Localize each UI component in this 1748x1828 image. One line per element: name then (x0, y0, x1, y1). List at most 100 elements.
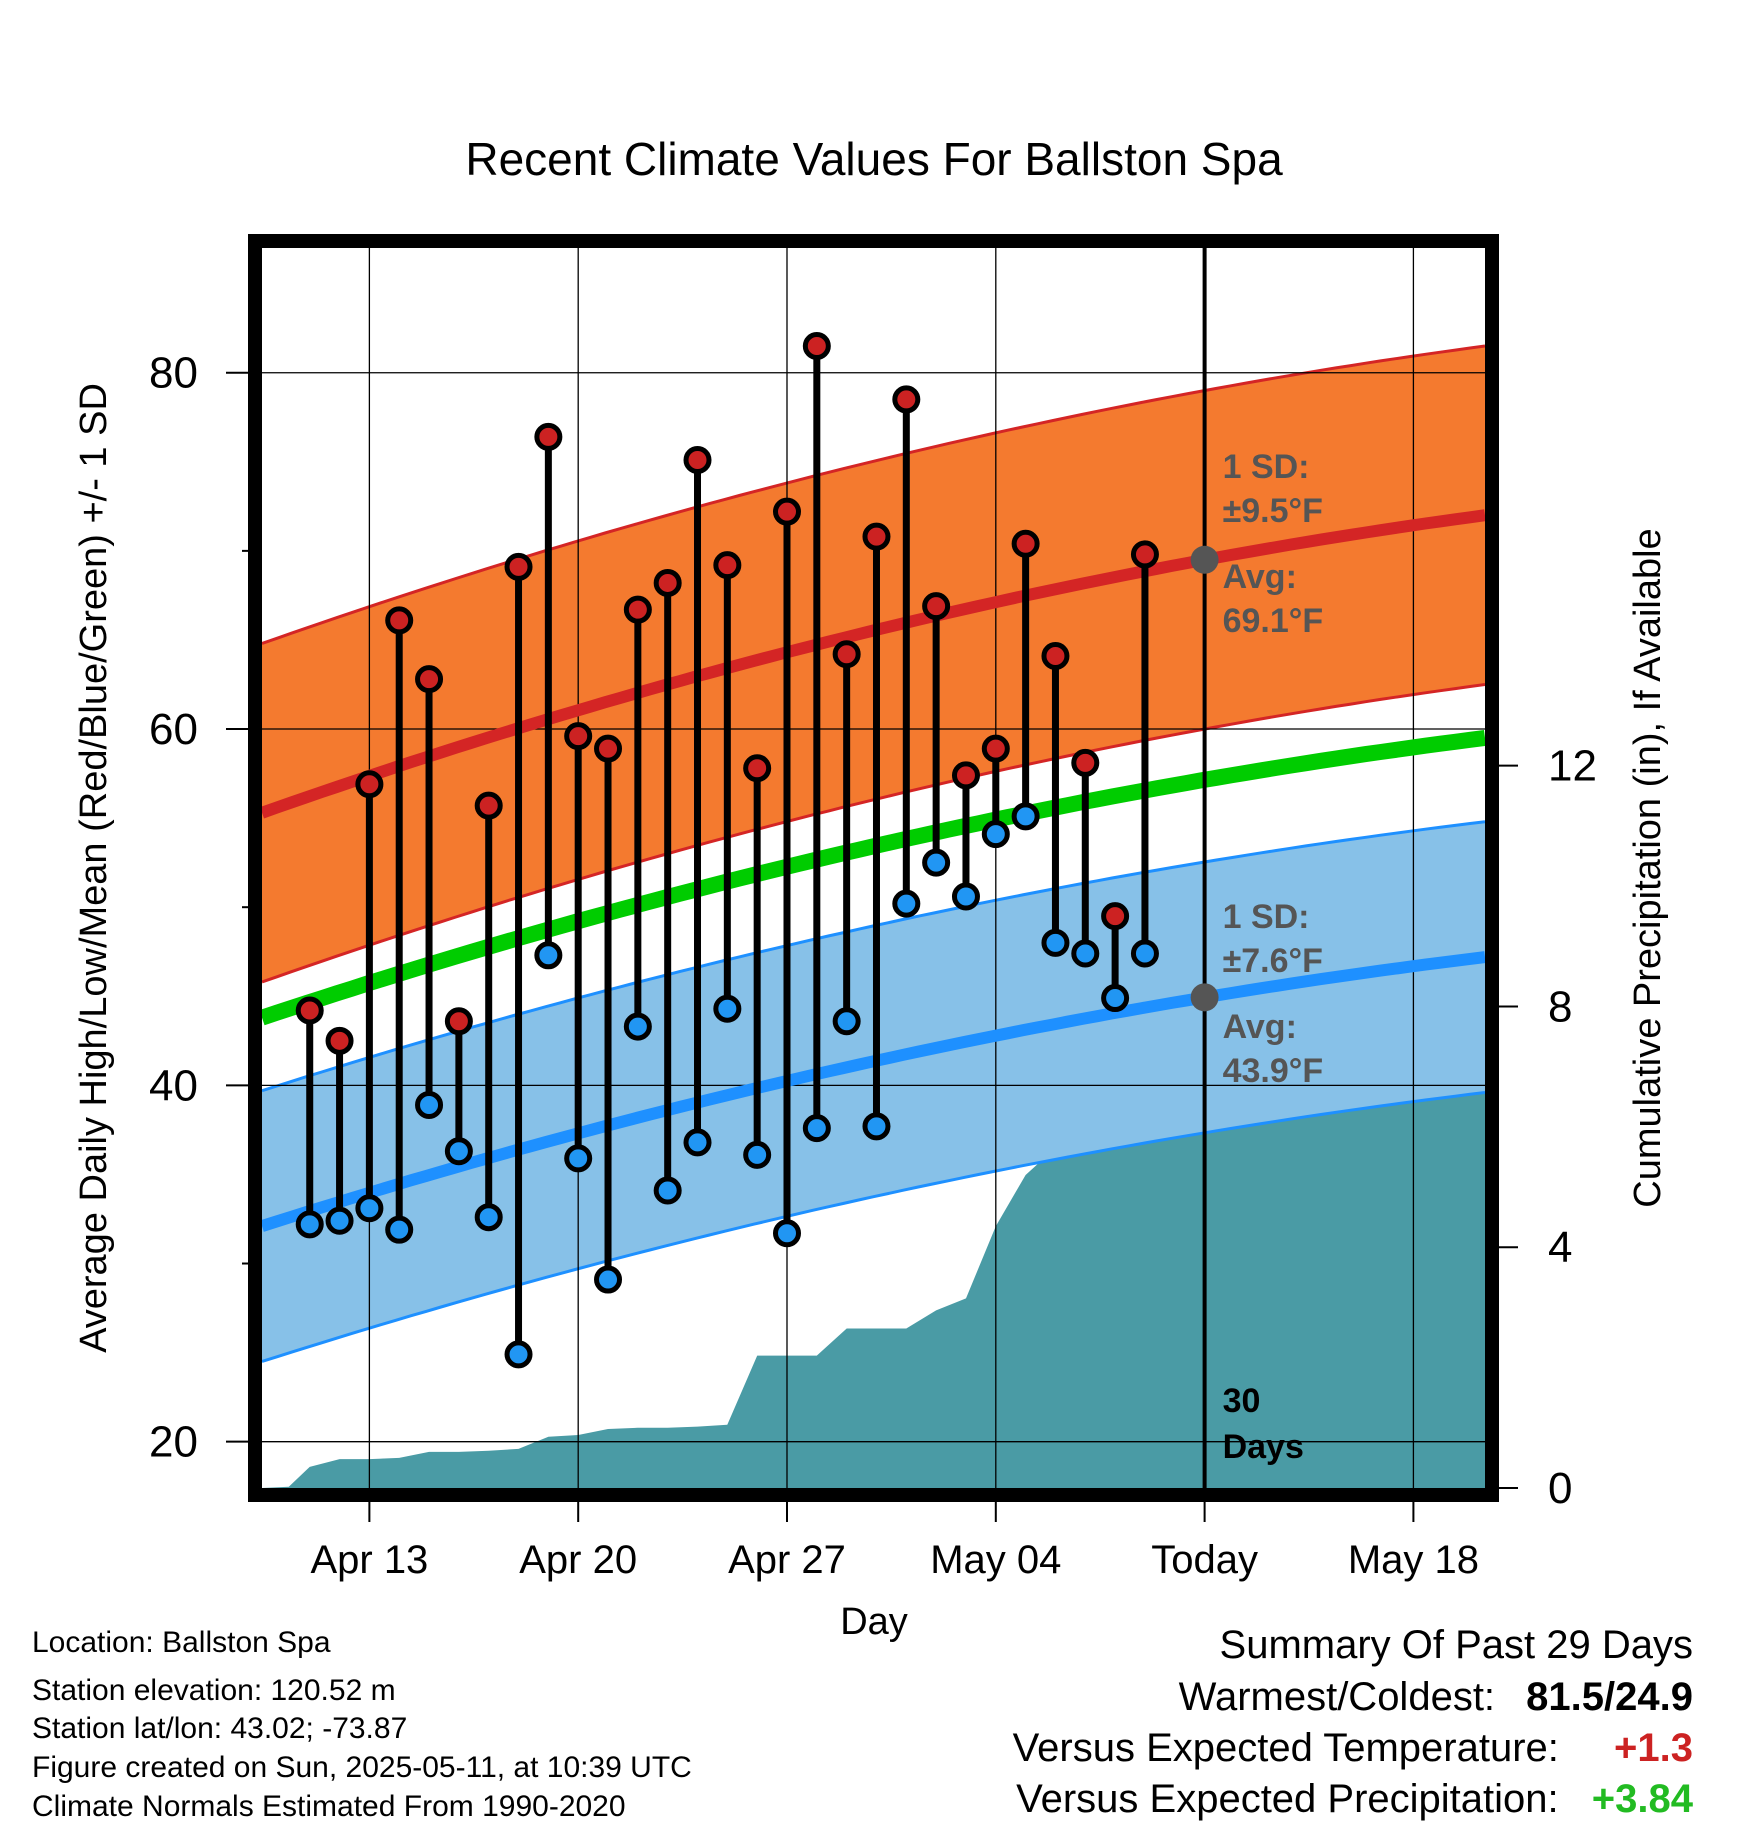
x-tick-label: Today (1151, 1538, 1258, 1582)
axes-layer: 20 40 60 80 0 4 8 12 Apr 13 Apr 20 Apr 27 May 04 Tod… (149, 349, 1597, 1582)
daily-high-point (594, 734, 623, 763)
high-band-upper-edge (262, 344, 1485, 645)
daily-range-bars-layer (295, 248, 1219, 1488)
daily-high-point (325, 1026, 354, 1055)
daily-high-point (474, 791, 503, 820)
days-count: 30 (1223, 1382, 1261, 1420)
y-axis-label-right: Cumulative Precipitation (in), If Availa… (1627, 528, 1669, 1207)
daily-high-point (951, 761, 980, 790)
daily-high-point (922, 592, 951, 621)
x-tick-label: May 04 (930, 1538, 1061, 1582)
daily-low-point (444, 1137, 473, 1166)
daily-low-point (355, 1194, 384, 1223)
daily-low-point (832, 1007, 861, 1036)
low-sd-value: ±7.6°F (1223, 942, 1323, 980)
daily-low-point (683, 1128, 712, 1157)
daily-high-point (415, 665, 444, 694)
daily-high-point (862, 522, 891, 551)
plot-frame (248, 234, 1499, 1502)
daily-high-point (832, 640, 861, 669)
daily-low-point (564, 1144, 593, 1173)
high-avg-value: 69.1°F (1223, 602, 1324, 640)
daily-high-point (1071, 748, 1100, 777)
daily-high-point (713, 551, 742, 580)
daily-high-point (743, 754, 772, 783)
daily-high-point (1041, 641, 1070, 670)
daily-high-point (385, 606, 414, 635)
daily-low-point (951, 882, 980, 911)
x-tick-label: May 18 (1348, 1538, 1479, 1582)
daily-low-point (1130, 939, 1159, 968)
y-left-tick-label: 80 (149, 349, 198, 398)
y-axis-label-left: Average Daily High/Low/Mean (Red/Blue/Gr… (73, 383, 115, 1353)
daily-high-point (355, 770, 384, 799)
daily-low-point (802, 1114, 831, 1143)
high-avg-label: Avg: (1223, 558, 1297, 596)
daily-low-point (415, 1090, 444, 1119)
y-left-tick-label: 40 (149, 1061, 198, 1110)
daily-low-point (713, 994, 742, 1023)
y-left-tick-label: 60 (149, 705, 198, 754)
precipitation-area (262, 1057, 1485, 1488)
daily-low-point (981, 820, 1010, 849)
x-tick-label: Apr 13 (310, 1538, 428, 1582)
daily-high-point (564, 722, 593, 751)
daily-low-point (862, 1112, 891, 1141)
summary-precip-label: Versus Expected Precipitation: (1016, 1777, 1559, 1821)
y-right-tick-label: 8 (1548, 982, 1572, 1031)
x-tick-label: Apr 27 (728, 1538, 846, 1582)
daily-high-point (981, 734, 1010, 763)
daily-low-point (504, 1340, 533, 1369)
daily-low-point (534, 941, 563, 970)
footer-normals: Climate Normals Estimated From 1990-2020 (32, 1790, 626, 1823)
daily-low-point (922, 848, 951, 877)
daily-low-point (1101, 984, 1130, 1013)
summary-temp-row: Versus Expected Temperature: +1.3 (1013, 1728, 1693, 1768)
low-avg-value: 43.9°F (1223, 1052, 1324, 1090)
daily-low-point (892, 889, 921, 918)
y-right-tick-label: 0 (1548, 1464, 1572, 1513)
footer-created: Figure created on Sun, 2025-05-11, at 10… (32, 1751, 692, 1784)
daily-low-point (1041, 928, 1070, 957)
summary-warmest-row: Warmest/Coldest: 81.5/24.9 (1179, 1677, 1693, 1717)
daily-high-point (653, 568, 682, 597)
low-avg-label: Avg: (1223, 1008, 1297, 1046)
days-label: Days (1223, 1428, 1304, 1466)
daily-high-point (534, 422, 563, 451)
precipitation-area-layer (262, 1057, 1485, 1488)
daily-high-point (772, 497, 801, 526)
footer-elevation: Station elevation: 120.52 m (32, 1674, 396, 1707)
footer-latlon: Station lat/lon: 43.02; -73.87 (32, 1712, 408, 1745)
y-left-tick-label: 20 (149, 1418, 198, 1467)
summary-warmest-value: 81.5/24.9 (1526, 1675, 1693, 1719)
daily-low-point (385, 1215, 414, 1244)
high-sd-value: ±9.5°F (1223, 492, 1323, 530)
y-right-tick-label: 4 (1548, 1223, 1572, 1272)
daily-low-point (743, 1140, 772, 1169)
daily-low-point (1011, 802, 1040, 831)
daily-low-point (594, 1265, 623, 1294)
footer-location: Location: Ballston Spa (32, 1626, 331, 1659)
daily-high-point (802, 331, 831, 360)
daily-high-point (623, 595, 652, 624)
y-right-tick-label: 12 (1548, 742, 1597, 791)
daily-low-point (653, 1176, 682, 1205)
daily-low-point (295, 1210, 324, 1239)
summary-precip-value: +3.84 (1591, 1777, 1693, 1821)
summary-warmest-label: Warmest/Coldest: (1178, 1675, 1496, 1719)
plot-border (248, 234, 1499, 1502)
daily-high-point (892, 385, 921, 414)
daily-low-point (474, 1203, 503, 1232)
summary-title: Summary Of Past 29 Days (1219, 1623, 1693, 1667)
annotations-layer: 1 SD: ±9.5°F Avg: 69.1°F 1 SD: ±7.6°F Avg: 43.9… (1223, 448, 1324, 1466)
summary-precip-row: Versus Expected Precipitation: +3.84 (1016, 1779, 1693, 1819)
low-sd-label: 1 SD: (1223, 898, 1310, 936)
daily-low-point (1071, 939, 1100, 968)
daily-high-point (295, 996, 324, 1025)
high-sd-label: 1 SD: (1223, 448, 1310, 486)
daily-high-point (444, 1007, 473, 1036)
summary-temp-value: +1.3 (1614, 1726, 1693, 1770)
x-tick-label: Apr 20 (519, 1538, 637, 1582)
chart-title: Recent Climate Values For Ballston Spa (465, 133, 1283, 185)
